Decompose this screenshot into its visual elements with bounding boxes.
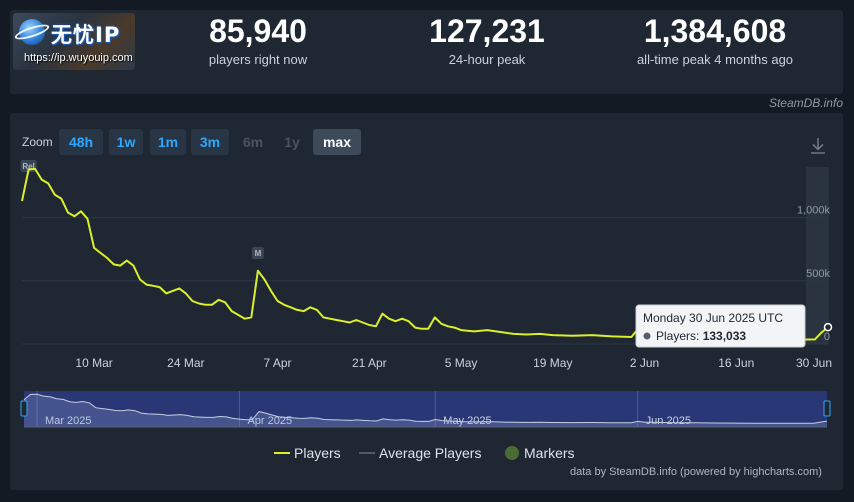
navigator-series-line	[23, 393, 828, 424]
data-credit[interactable]: data by SteamDB.info (powered by highcha…	[570, 466, 822, 478]
stat-label: 24-hour peak	[448, 52, 526, 67]
hover-point	[823, 322, 833, 332]
x-tick-label: 19 May	[533, 356, 572, 370]
tooltip-series: Players: 133,033	[656, 329, 746, 343]
steamdb-credit[interactable]: SteamDB.info	[768, 96, 843, 110]
zoom-1w-button[interactable]: 1w	[109, 129, 143, 155]
x-tick-label: 10 Mar	[75, 356, 112, 370]
legend-marker-dot	[505, 446, 519, 460]
x-tick-label: 2 Jun	[630, 356, 659, 370]
x-tick-label: 21 Apr	[352, 356, 387, 370]
stat-label: all-time peak 4 months ago	[636, 52, 794, 67]
stat-all-time-peak: 1,384,608 all-time peak 4 months ago	[615, 14, 815, 67]
navigator-area	[24, 394, 827, 427]
zoom-label: Zoom	[22, 135, 53, 149]
legend-label: Average Players	[379, 445, 482, 461]
navigator-left-handle[interactable]	[20, 400, 28, 417]
navigator-label: Apr 2025	[247, 415, 292, 427]
x-tick-label: 5 May	[445, 356, 478, 370]
y-tick-label: 0	[824, 331, 830, 343]
legend-swatch	[359, 452, 375, 454]
players-series-line	[21, 167, 829, 341]
hover-band	[806, 167, 829, 344]
stat-value: 127,231	[429, 13, 545, 49]
y-tick-label: 500k	[806, 268, 830, 280]
navigator-label: May 2025	[443, 415, 491, 427]
marker-label: Rel	[22, 162, 34, 171]
navigator-label: Jun 2025	[646, 415, 691, 427]
x-tick-label: 16 Jun	[718, 356, 754, 370]
stat-value: 1,384,608	[643, 13, 787, 49]
y-tick-label: 1,000k	[797, 205, 831, 217]
zoom-max-button[interactable]: max	[313, 129, 361, 155]
zoom-3m-button[interactable]: 3m	[191, 129, 229, 155]
zoom-48h-button[interactable]: 48h	[59, 129, 103, 155]
brand-url: https://ip.wuyouip.com	[24, 52, 133, 64]
zoom-6m-button[interactable]: 6m	[242, 134, 264, 150]
stat-24h-peak: 127,231 24-hour peak	[407, 14, 567, 67]
brand-name: 无忧IP	[51, 23, 121, 47]
marker-label: M	[255, 249, 262, 258]
zoom-1y-button[interactable]: 1y	[284, 134, 300, 150]
tooltip-box	[635, 304, 806, 348]
stat-value: 85,940	[209, 13, 307, 49]
stat-current-players: 85,940 players right now	[188, 14, 328, 67]
x-tick-label: 24 Mar	[167, 356, 204, 370]
marker-flag	[251, 247, 264, 259]
legend-label: Markers	[524, 445, 575, 461]
navigator-label: Mar 2025	[45, 415, 91, 427]
legend-swatch	[274, 452, 290, 454]
legend-label: Players	[294, 445, 341, 461]
x-tick-label: 7 Apr	[264, 356, 292, 370]
planet-icon	[19, 19, 45, 45]
navigator-right-handle[interactable]	[823, 400, 831, 417]
download-icon[interactable]	[808, 136, 828, 156]
tooltip-value: 133,033	[703, 329, 747, 343]
tooltip: Monday 30 Jun 2025 UTC Players: 133,033	[635, 304, 806, 348]
x-tick-label: 30 Jun	[796, 356, 832, 370]
brand-logo: 无忧IP https://ip.wuyouip.com	[13, 13, 135, 70]
tooltip-series-dot	[643, 332, 651, 340]
zoom-1m-button[interactable]: 1m	[150, 129, 186, 155]
tooltip-date: Monday 30 Jun 2025 UTC	[643, 311, 783, 325]
stats-panel	[10, 10, 843, 94]
stat-label: players right now	[208, 52, 308, 67]
